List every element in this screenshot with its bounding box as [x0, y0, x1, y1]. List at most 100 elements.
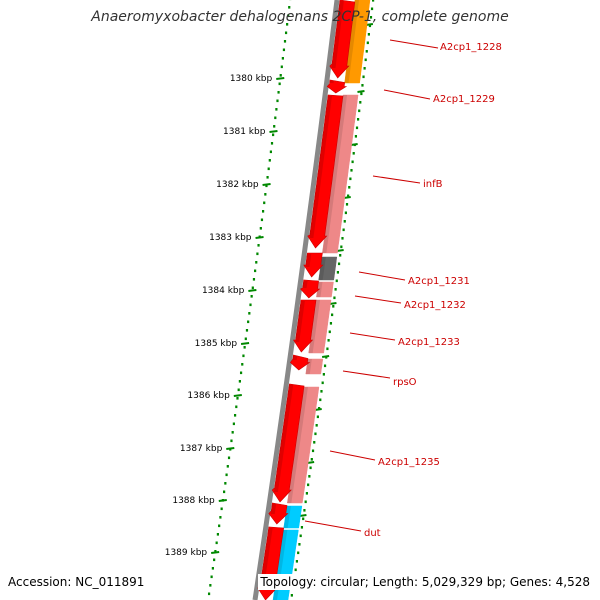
track-dot: [276, 99, 279, 103]
track-dot: [232, 422, 235, 426]
track-dot: [290, 594, 293, 597]
track-dot: [335, 279, 338, 283]
track-dot: [351, 160, 354, 164]
track-dot: [237, 388, 240, 392]
track-dot: [348, 186, 351, 189]
track-dot: [281, 57, 284, 60]
track-dot: [304, 500, 307, 504]
track-dot: [248, 312, 251, 315]
track-dot: [295, 560, 299, 563]
scale-label: 1389 kbp: [165, 548, 208, 558]
scale-tick: [218, 499, 227, 502]
track-dot: [268, 159, 271, 162]
track-dot: [310, 458, 313, 461]
gene-arrow: [271, 383, 305, 503]
gene-arrow: [326, 79, 348, 94]
track-dot: [214, 550, 217, 553]
track-dot: [319, 398, 322, 402]
accession-text: Accession: NC_011891: [6, 574, 147, 590]
feature-block-shade: [318, 257, 326, 280]
track-dot: [316, 415, 319, 419]
track-dot: [230, 439, 233, 443]
track-dot: [333, 296, 336, 300]
feature-block-shade: [305, 359, 312, 374]
track-dot: [257, 244, 260, 247]
track-dot: [263, 201, 266, 205]
track-dot: [224, 482, 227, 485]
track-dot: [314, 432, 317, 436]
track-dot: [355, 126, 359, 130]
track-dot: [321, 381, 324, 385]
callout-line: [383, 89, 431, 100]
scale-label: 1382 kbp: [216, 180, 259, 190]
track-dot: [226, 465, 229, 468]
feature-block-shade: [287, 387, 308, 503]
track-dot: [298, 543, 301, 546]
track-dot: [254, 269, 257, 273]
track-dot: [284, 31, 288, 35]
green-dot-track-outer: [207, 0, 292, 596]
track-dot: [347, 194, 350, 198]
gene-arrow-shade: [331, 1, 344, 68]
track-dot: [233, 414, 237, 417]
track-dot: [342, 228, 345, 232]
track-dot: [266, 176, 269, 179]
feature-block: [305, 358, 324, 375]
scale-tick: [255, 236, 264, 239]
track-dot: [245, 329, 249, 332]
track-dot: [341, 237, 344, 240]
track-dot: [354, 135, 358, 138]
track-dot: [317, 407, 321, 410]
feature-block-shade: [283, 506, 291, 528]
track-dot: [322, 373, 325, 376]
gene-label: A2cp1_1235: [378, 457, 440, 468]
track-dot: [361, 84, 364, 87]
track-dot: [349, 177, 352, 181]
scale-tick: [233, 394, 242, 397]
track-dot: [294, 568, 297, 572]
track-dot: [244, 337, 247, 341]
gene-label: A2cp1_1232: [404, 300, 466, 311]
track-dot: [358, 109, 361, 113]
track-dot: [359, 101, 362, 104]
track-dot: [365, 50, 368, 53]
gene-label: A2cp1_1231: [408, 276, 470, 287]
scale-tick: [226, 447, 235, 450]
gene-arrow-shade: [309, 96, 332, 238]
gene-arrow: [268, 502, 289, 525]
track-dot: [243, 346, 246, 349]
callout-line: [329, 450, 376, 461]
track-dot: [334, 288, 337, 291]
scale-label: 1380 kbp: [230, 74, 273, 84]
track-dot: [343, 220, 346, 223]
track-dot: [331, 313, 334, 317]
track-dot: [344, 211, 347, 215]
track-dot: [225, 473, 228, 477]
gene-arrow-shade: [273, 385, 294, 492]
track-dot: [370, 7, 374, 11]
genome-backbone: [252, 0, 340, 600]
track-dot: [352, 152, 355, 155]
callout-line: [349, 332, 396, 341]
scale-tick: [357, 90, 365, 93]
track-dot: [287, 14, 290, 18]
scale-tick: [276, 77, 285, 80]
track-dot: [339, 254, 342, 257]
track-dot: [300, 526, 304, 529]
callout-line: [342, 370, 391, 379]
gene-arrow-shade: [295, 301, 305, 342]
track-dot: [241, 363, 244, 366]
track-dot: [259, 227, 262, 230]
scale-tick: [240, 342, 250, 345]
scale-tick: [211, 551, 220, 554]
track-dot: [307, 483, 310, 487]
track-dot: [288, 6, 291, 9]
scale-tick: [248, 289, 257, 292]
track-dot: [366, 41, 369, 45]
gene-callouts: [304, 39, 439, 532]
track-dot: [357, 118, 360, 121]
track-dot: [275, 108, 278, 111]
track-dot: [269, 150, 273, 154]
track-dot: [297, 551, 300, 555]
gene-arrow: [303, 252, 324, 278]
